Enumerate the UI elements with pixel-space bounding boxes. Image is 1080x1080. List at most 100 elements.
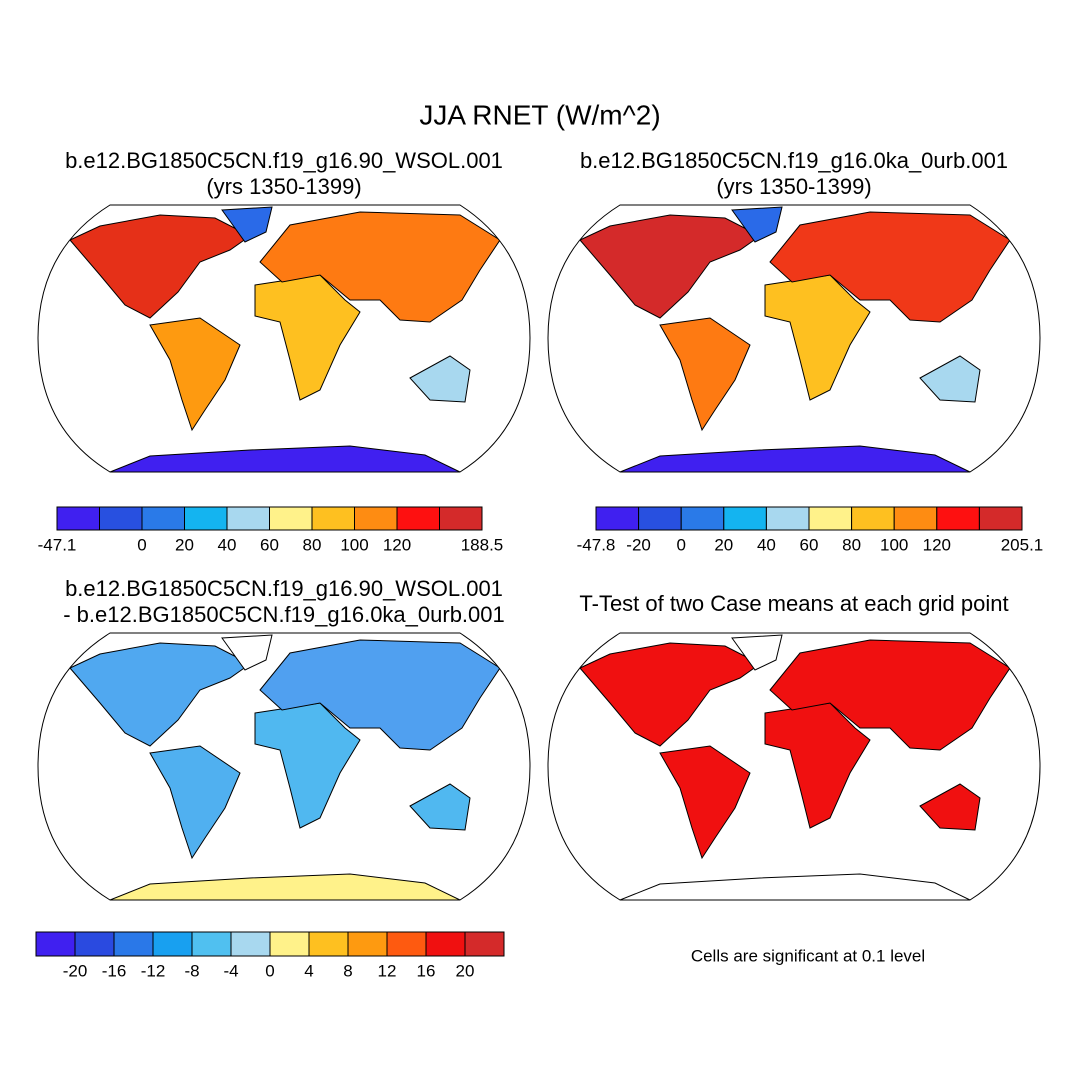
colorbar-label: 205.1 <box>1001 535 1044 554</box>
land-na <box>69 642 251 747</box>
map-panel: b.e12.BG1850C5CN.f19_g16.0ka_0urb.001(yr… <box>547 148 1041 473</box>
colorbar-box <box>595 506 640 531</box>
panel-title: (yrs 1350-1399) <box>716 174 871 199</box>
map-frame <box>547 204 1041 473</box>
colorbar-label: -12 <box>141 961 166 980</box>
map-frame <box>37 632 531 901</box>
land-gl <box>731 206 783 243</box>
colorbar-label: -47.1 <box>38 535 77 554</box>
land-eu <box>769 639 1011 751</box>
land-sa <box>149 745 241 860</box>
land-af <box>764 702 871 829</box>
land-au <box>409 783 471 831</box>
land-af <box>254 702 361 829</box>
colorbar-label: 0 <box>676 535 685 554</box>
panel-title: - b.e12.BG1850C5CN.f19_g16.0ka_0urb.001 <box>63 602 505 627</box>
colorbar-label: 0 <box>137 535 146 554</box>
colorbar-label: -16 <box>102 961 127 980</box>
colorbar-label: 80 <box>842 535 861 554</box>
colorbar-label: 80 <box>303 535 322 554</box>
map-land <box>579 206 1011 472</box>
figure-title: JJA RNET (W/m^2) <box>419 99 660 130</box>
land-sa <box>659 317 751 432</box>
colorbar-box <box>226 506 270 531</box>
colorbar-label: -8 <box>184 961 199 980</box>
map-frame <box>37 204 531 473</box>
colorbar-label: 60 <box>800 535 819 554</box>
significance-note: Cells are significant at 0.1 level <box>691 946 925 965</box>
colorbar-box <box>354 506 398 531</box>
colorbar-box <box>680 506 725 531</box>
colorbar-box <box>893 506 938 531</box>
colorbar-box <box>396 506 440 531</box>
map-land <box>69 206 501 472</box>
panel-title: b.e12.BG1850C5CN.f19_g16.90_WSOL.001 <box>65 148 503 173</box>
land-au <box>919 783 981 831</box>
land-an <box>619 445 971 472</box>
colorbar-box <box>765 506 810 531</box>
land-na <box>69 214 251 319</box>
map-land <box>579 634 1011 900</box>
map-panel: b.e12.BG1850C5CN.f19_g16.90_WSOL.001- b.… <box>37 576 531 901</box>
land-sa <box>659 745 751 860</box>
land-na <box>579 214 761 319</box>
colorbar-box <box>191 931 232 957</box>
colorbar-box <box>439 506 483 531</box>
land-sa <box>149 317 241 432</box>
map-panel: b.e12.BG1850C5CN.f19_g16.90_WSOL.001(yrs… <box>37 148 531 473</box>
panel-title: b.e12.BG1850C5CN.f19_g16.90_WSOL.001 <box>65 576 503 601</box>
colorbar-label: 100 <box>340 535 368 554</box>
colorbar-box <box>184 506 228 531</box>
land-an <box>109 873 461 900</box>
colorbar-box <box>638 506 682 531</box>
colorbar-box <box>808 506 853 531</box>
land-gl <box>221 634 273 671</box>
colorbar-label: -20 <box>63 961 88 980</box>
colorbar-box <box>56 506 100 531</box>
colorbar-box <box>152 931 193 957</box>
land-eu <box>259 639 501 751</box>
colorbar-box <box>74 931 115 957</box>
colorbar-box <box>464 931 505 957</box>
land-eu <box>769 211 1011 323</box>
panel-title: T-Test of two Case means at each grid po… <box>579 591 1008 616</box>
panel-title: (yrs 1350-1399) <box>206 174 361 199</box>
land-an <box>619 873 971 900</box>
colorbar-label: 120 <box>383 535 411 554</box>
land-gl <box>221 206 273 243</box>
land-af <box>764 274 871 401</box>
colorbar-label: 20 <box>714 535 733 554</box>
colorbar-box <box>308 931 349 957</box>
colorbar-box <box>113 931 154 957</box>
colorbar-label: -47.8 <box>577 535 616 554</box>
colorbar-box <box>936 506 980 531</box>
colorbar-label: -20 <box>626 535 651 554</box>
land-eu <box>259 211 501 323</box>
land-af <box>254 274 361 401</box>
colorbar-box <box>851 506 895 531</box>
land-au <box>409 355 471 403</box>
colorbar-label: 120 <box>923 535 951 554</box>
colorbar-label: 12 <box>378 961 397 980</box>
land-au <box>919 355 981 403</box>
colorbar-box <box>425 931 466 957</box>
colorbar-box <box>230 931 271 957</box>
colorbar-box <box>311 506 355 531</box>
colorbar-box <box>99 506 143 531</box>
colorbar-box <box>723 506 767 531</box>
colorbar-label: 20 <box>175 535 194 554</box>
colorbar-label: 100 <box>880 535 908 554</box>
colorbar-label: 4 <box>304 961 313 980</box>
colorbar-box <box>35 931 76 957</box>
colorbar-label: 60 <box>260 535 279 554</box>
colorbar-label: -4 <box>223 961 238 980</box>
map-panel: T-Test of two Case means at each grid po… <box>547 591 1041 901</box>
colorbar-label: 20 <box>456 961 475 980</box>
colorbar-box <box>269 506 313 531</box>
colorbar-label: 40 <box>757 535 776 554</box>
land-gl <box>731 634 783 671</box>
land-na <box>579 642 761 747</box>
colorbar-box <box>978 506 1023 531</box>
colorbar-label: 16 <box>417 961 436 980</box>
